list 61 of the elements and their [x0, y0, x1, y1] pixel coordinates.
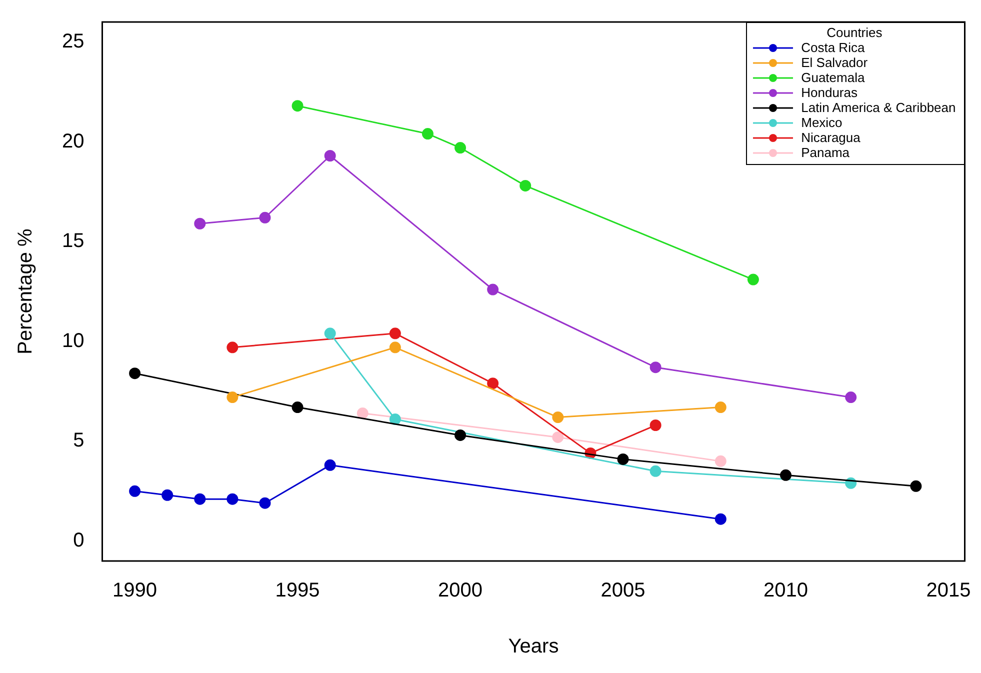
x-axis-title: Years [508, 636, 559, 658]
legend-title: Countries [826, 25, 884, 40]
legend-label: Latin America & Caribbean [801, 100, 956, 115]
point [259, 212, 271, 224]
y-tick-label: 20 [62, 130, 84, 152]
point [259, 497, 271, 509]
point [487, 378, 499, 390]
x-tick-label: 2015 [926, 580, 971, 602]
legend-label: Honduras [801, 85, 858, 100]
point [910, 480, 922, 492]
point [454, 142, 466, 154]
legend-label: Guatemala [801, 70, 865, 85]
point [487, 284, 499, 296]
y-tick-label: 0 [73, 530, 84, 552]
x-tick-label: 2005 [600, 580, 646, 602]
point [389, 414, 401, 426]
x-tick-label: 2000 [438, 580, 483, 602]
point [194, 493, 206, 505]
point [714, 402, 726, 414]
point [714, 455, 726, 467]
point [845, 392, 857, 404]
x-tick-label: 1995 [275, 580, 320, 602]
point [552, 412, 564, 424]
x-tick-label: 2010 [764, 580, 808, 602]
point [324, 150, 336, 162]
point [389, 328, 401, 340]
point [226, 392, 238, 404]
point [422, 128, 434, 140]
point [520, 180, 532, 192]
point [324, 459, 336, 471]
point [650, 420, 662, 431]
point [552, 431, 564, 443]
y-tick-label: 10 [62, 330, 84, 352]
y-tick-label: 5 [73, 430, 84, 452]
point [324, 328, 336, 340]
point [129, 485, 141, 497]
point [617, 453, 629, 465]
point [226, 493, 238, 505]
y-tick-label: 25 [62, 30, 84, 52]
point [389, 342, 401, 354]
legend-label: Mexico [801, 115, 842, 130]
y-tick-label: 15 [62, 230, 84, 252]
point [650, 362, 662, 374]
legend-label: Nicaragua [801, 130, 860, 145]
point [162, 489, 174, 501]
y-axis-title: Percentage % [14, 228, 37, 354]
point [747, 274, 759, 286]
point [292, 100, 304, 112]
point [454, 429, 466, 441]
legend-label: Costa Rica [801, 40, 865, 55]
x-tick-label: 1990 [112, 580, 158, 602]
legend-label: Panama [801, 145, 850, 160]
point [226, 342, 238, 354]
point [650, 465, 662, 477]
point [292, 402, 304, 414]
point [194, 218, 206, 230]
legend-label: El Salvador [801, 55, 868, 70]
point [129, 368, 141, 380]
point [356, 408, 368, 420]
point [780, 469, 792, 481]
point [714, 513, 726, 525]
